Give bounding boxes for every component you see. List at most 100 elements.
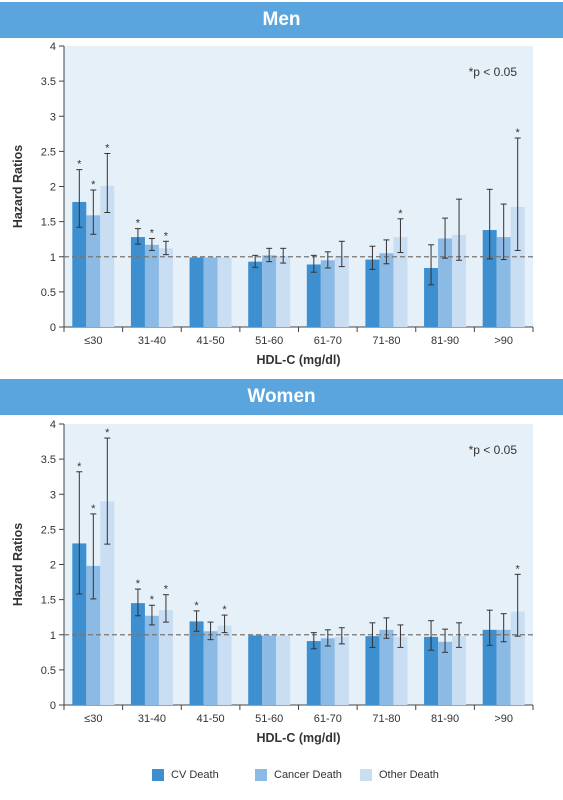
men-bar-cancer-death-gt90	[496, 237, 511, 327]
women-x-tick-label-gt90: >90	[494, 713, 513, 725]
men-y-tick-label: 0.5	[41, 287, 56, 299]
women-bar-cancer-death-gt90	[496, 629, 511, 705]
women-bar-cv-death-41-50	[189, 621, 204, 705]
legend-label-cv-death: CV Death	[171, 769, 219, 781]
women-y-tick-label: 2.5	[41, 524, 56, 536]
women-significance-marker-cv-death-41-50: *	[194, 600, 199, 612]
women-y-tick-label: 0	[50, 700, 56, 712]
women-bar-other-death-71-80	[393, 636, 408, 705]
women-significance-marker-other-death-31-40: *	[164, 584, 169, 596]
men-bar-cancer-death-41-50	[203, 257, 218, 327]
men-y-axis-label: Hazard Ratios	[11, 145, 25, 228]
men-bar-cv-death-41-50	[189, 257, 204, 327]
women-x-tick-label-61-70: 61-70	[314, 713, 342, 725]
men-bar-cancer-death-71-80	[379, 253, 394, 327]
women-y-tick-label: 3	[50, 489, 56, 501]
women-y-tick-label: 3.5	[41, 454, 56, 466]
legend-label-other-death: Other Death	[379, 769, 439, 781]
women-bar-cancer-death-51-60	[262, 635, 277, 705]
men-x-axis-label: HDL-C (mg/dl)	[256, 353, 340, 367]
legend-item-cv-death: CV Death	[152, 766, 219, 784]
men-annotation: *p < 0.05	[469, 65, 518, 79]
women-bar-other-death-le30	[100, 501, 115, 705]
women-significance-marker-other-death-le30: *	[105, 427, 110, 439]
men-significance-marker-other-death-gt90: *	[516, 127, 521, 139]
women-bar-other-death-81-90	[452, 636, 467, 705]
men-significance-marker-cv-death-le30: *	[77, 159, 82, 171]
women-bar-other-death-51-60	[276, 635, 291, 705]
women-bar-cv-death-le30	[72, 543, 87, 705]
women-significance-marker-cv-death-le30: *	[77, 461, 82, 473]
women-bar-cancer-death-41-50	[203, 631, 218, 705]
men-x-tick-label-51-60: 51-60	[255, 335, 283, 347]
men-x-tick-label-71-80: 71-80	[372, 335, 400, 347]
men-y-tick-label: 0	[50, 322, 56, 334]
women-bar-cv-death-51-60	[248, 635, 263, 705]
women-bar-cv-death-31-40	[130, 603, 145, 705]
women-bar-cancer-death-81-90	[438, 641, 453, 705]
chart-title-women: Women	[0, 379, 563, 415]
women-y-tick-label: 4	[50, 419, 56, 431]
women-x-tick-label-81-90: 81-90	[431, 713, 459, 725]
women-y-axis-label: Hazard Ratios	[11, 523, 25, 606]
women-bar-cv-death-gt90	[482, 629, 497, 705]
women-significance-marker-cancer-death-31-40: *	[150, 594, 155, 606]
legend-swatch-other-death	[360, 769, 372, 781]
women-significance-marker-cancer-death-le30: *	[91, 503, 96, 515]
women-bar-cancer-death-71-80	[379, 629, 394, 705]
men-bar-cancer-death-81-90	[438, 238, 453, 327]
women-bar-cancer-death-31-40	[144, 615, 159, 705]
men-bar-cv-death-31-40	[130, 237, 145, 327]
women-bar-cv-death-71-80	[365, 636, 380, 705]
legend-swatch-cv-death	[152, 769, 164, 781]
women-bar-other-death-61-70	[334, 636, 349, 705]
men-bar-other-death-gt90	[510, 206, 525, 327]
legend-label-cancer-death: Cancer Death	[274, 769, 342, 781]
men-y-tick-label: 2	[50, 182, 56, 194]
women-y-tick-label: 1	[50, 630, 56, 642]
men-significance-marker-other-death-le30: *	[105, 142, 110, 154]
women-y-tick-label: 0.5	[41, 665, 56, 677]
men-bar-other-death-41-50	[217, 257, 232, 327]
women-bar-other-death-41-50	[217, 625, 232, 705]
men-bar-cancer-death-le30	[86, 215, 101, 327]
men-x-tick-label-31-40: 31-40	[138, 335, 166, 347]
women-x-tick-label-31-40: 31-40	[138, 713, 166, 725]
men-bar-other-death-81-90	[452, 234, 467, 327]
legend-swatch-cancer-death	[255, 769, 267, 781]
men-x-tick-label-gt90: >90	[494, 335, 513, 347]
men-bar-cv-death-le30	[72, 201, 87, 327]
women-annotation: *p < 0.05	[469, 443, 518, 457]
men-x-tick-label-61-70: 61-70	[314, 335, 342, 347]
women-significance-marker-other-death-41-50: *	[222, 604, 227, 616]
men-significance-marker-cv-death-31-40: *	[136, 218, 141, 230]
men-significance-marker-other-death-31-40: *	[164, 230, 169, 242]
men-x-tick-label-le30: ≤30	[84, 335, 102, 347]
women-bar-cv-death-61-70	[306, 641, 321, 705]
women-x-tick-label-le30: ≤30	[84, 713, 102, 725]
men-bar-other-death-51-60	[276, 256, 291, 327]
men-bar-cv-death-51-60	[248, 261, 263, 327]
women-bar-cancer-death-le30	[86, 565, 101, 705]
men-x-tick-label-81-90: 81-90	[431, 335, 459, 347]
men-bar-other-death-31-40	[158, 248, 173, 327]
men-y-tick-label: 1	[50, 252, 56, 264]
men-significance-marker-cancer-death-31-40: *	[150, 227, 155, 239]
women-x-tick-label-51-60: 51-60	[255, 713, 283, 725]
women-significance-marker-cv-death-31-40: *	[136, 578, 141, 590]
men-x-tick-label-41-50: 41-50	[196, 335, 224, 347]
women-y-tick-label: 2	[50, 560, 56, 572]
men-bar-cv-death-gt90	[482, 230, 497, 327]
men-bar-cv-death-71-80	[365, 259, 380, 327]
men-bar-cv-death-61-70	[306, 264, 321, 327]
women-bar-other-death-31-40	[158, 610, 173, 705]
chart-men: 0 0.5 1 1.5 2 2.5 3 3.5 4 * * * * * * * * ≤30 31-40 41-50 51…	[11, 41, 534, 367]
men-y-tick-label: 1.5	[41, 217, 56, 229]
men-significance-marker-other-death-71-80: *	[398, 208, 403, 220]
men-y-tick-label: 3.5	[41, 76, 56, 88]
legend: CV Death Cancer Death Other Death	[0, 766, 563, 784]
chart-women: 0 0.5 1 1.5 2 2.5 3 3.5 4 * * * * * * * * * ≤30 31-40 41-50 5…	[11, 419, 534, 745]
chart-title-men: Men	[0, 2, 563, 38]
legend-item-cancer-death: Cancer Death	[255, 766, 342, 784]
women-bar-cancer-death-61-70	[320, 638, 335, 705]
